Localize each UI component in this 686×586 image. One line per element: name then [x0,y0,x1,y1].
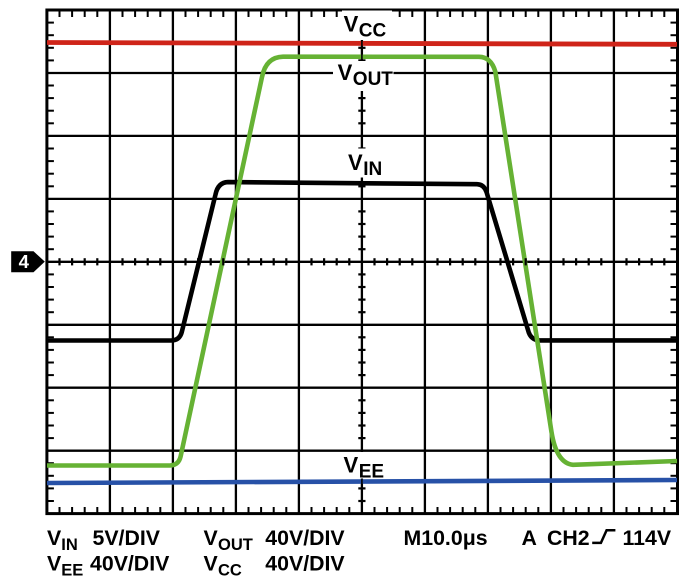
svg-text:V: V [204,526,219,550]
svg-text:40V/DIV: 40V/DIV [265,526,345,550]
svg-text:EE: EE [359,461,384,482]
svg-text:CC: CC [218,562,242,580]
svg-text:114V: 114V [623,526,672,550]
svg-text:5V/DIV: 5V/DIV [93,526,161,550]
svg-text:IN: IN [363,159,382,180]
svg-text:V: V [47,526,62,550]
svg-text:M10.0μs: M10.0μs [404,526,488,550]
svg-text:EE: EE [61,562,83,580]
svg-text:CC: CC [359,21,387,42]
svg-text:V: V [47,552,62,576]
svg-text:V: V [344,12,359,37]
svg-text:OUT: OUT [218,536,253,554]
svg-text:V: V [348,150,363,175]
svg-text:40V/DIV: 40V/DIV [90,552,170,576]
svg-text:V: V [338,60,353,85]
svg-text:40V/DIV: 40V/DIV [265,552,345,576]
svg-text:A: A [522,526,537,550]
svg-text:V: V [204,552,219,576]
svg-text:V: V [344,452,359,477]
svg-text:OUT: OUT [353,69,394,90]
svg-text:IN: IN [61,536,78,554]
svg-text:4: 4 [19,251,30,272]
svg-text:CH2: CH2 [547,526,590,550]
